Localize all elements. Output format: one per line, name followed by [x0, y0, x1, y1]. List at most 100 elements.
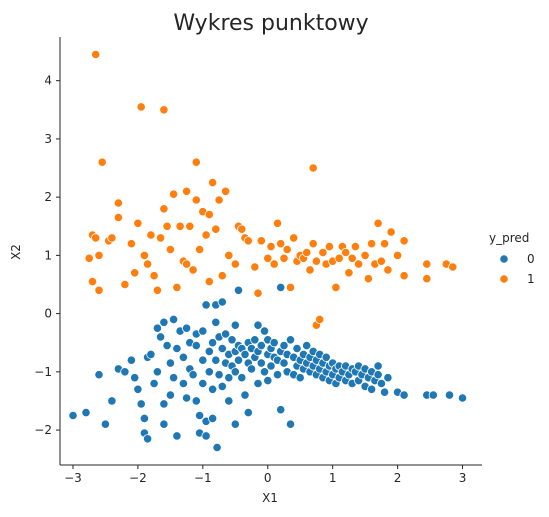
- data-point-0-94: [259, 326, 270, 336]
- data-point-0-45: [198, 378, 208, 389]
- data-point-0-39: [191, 340, 201, 351]
- data-point-1-54: [253, 288, 263, 298]
- data-point-1-26: [165, 244, 175, 255]
- data-point-0-50: [204, 367, 214, 377]
- data-point-0-116: [292, 343, 302, 354]
- data-point-1-71: [308, 163, 318, 173]
- data-point-0-6: [120, 367, 130, 377]
- data-point-1-93: [379, 239, 390, 249]
- data-point-1-59: [272, 218, 283, 228]
- axes: −3 −2 −1 0 1 2 3 −2 −1 0 1 2 3 4: [34, 37, 482, 485]
- data-point-0-106: [276, 282, 286, 292]
- data-point-0-57: [212, 442, 222, 453]
- data-point-1-91: [373, 218, 383, 228]
- x-tick-label: 3: [459, 471, 467, 485]
- x-tick-label: 1: [329, 471, 337, 485]
- data-point-0-9: [133, 384, 143, 394]
- data-point-1-98: [399, 236, 409, 246]
- data-point-0-44: [198, 355, 208, 365]
- data-point-1-75: [318, 247, 328, 258]
- data-point-1-68: [302, 247, 312, 258]
- data-point-1-13: [126, 239, 136, 249]
- data-point-1-57: [266, 242, 276, 252]
- data-point-0-79: [240, 349, 250, 359]
- x-tick-label: −1: [194, 471, 212, 485]
- data-point-0-7: [126, 355, 136, 365]
- data-point-0-108: [279, 340, 289, 351]
- data-point-0-51: [208, 338, 218, 348]
- data-point-1-70: [308, 239, 318, 249]
- data-point-0-87: [250, 335, 260, 345]
- data-point-0-32: [178, 378, 188, 389]
- data-point-0-168: [444, 390, 455, 400]
- data-point-1-82: [341, 247, 351, 258]
- data-point-0-10: [136, 399, 146, 409]
- data-point-0-107: [279, 358, 289, 368]
- data-point-1-9: [107, 233, 117, 243]
- data-point-1-58: [269, 259, 279, 269]
- data-point-0-60: [217, 343, 227, 354]
- data-point-0-70: [230, 320, 240, 330]
- data-point-1-84: [347, 253, 357, 263]
- data-point-1-89: [366, 239, 377, 249]
- data-point-1-94: [383, 265, 393, 275]
- data-point-0-37: [188, 370, 198, 380]
- data-point-1-53: [250, 262, 260, 272]
- data-point-1-69: [305, 265, 315, 275]
- data-point-0-4: [107, 396, 117, 406]
- data-point-0-20: [159, 419, 169, 429]
- data-point-1-83: [344, 268, 354, 278]
- data-point-0-111: [285, 419, 296, 429]
- data-point-0-83: [243, 407, 253, 418]
- data-point-0-53: [208, 413, 218, 423]
- data-point-0-161: [376, 378, 386, 389]
- data-point-0-48: [201, 300, 211, 310]
- data-point-1-35: [191, 195, 201, 205]
- data-point-1-6: [87, 276, 98, 287]
- data-point-1-14: [130, 268, 140, 278]
- data-point-1-29: [175, 221, 185, 231]
- data-point-1-62: [282, 244, 292, 255]
- data-point-0-18: [152, 323, 162, 333]
- data-point-1-15: [133, 218, 143, 228]
- legend-title: y_pred: [489, 231, 529, 245]
- data-point-0-40: [191, 396, 201, 406]
- data-point-1-44: [214, 195, 224, 205]
- data-point-1-4: [91, 233, 101, 243]
- data-point-1-92: [376, 256, 386, 266]
- data-point-0-22: [159, 317, 169, 327]
- data-point-0-85: [246, 364, 257, 374]
- data-point-0-75: [233, 355, 244, 365]
- data-point-0-33: [182, 323, 192, 333]
- data-point-0-67: [224, 396, 234, 406]
- data-point-1-28: [172, 282, 182, 292]
- x-tick-label: 2: [394, 471, 402, 485]
- data-point-0-134: [321, 352, 331, 362]
- data-point-1-56: [263, 253, 273, 263]
- data-point-1-21: [152, 285, 162, 295]
- data-point-1-34: [188, 265, 198, 275]
- data-point-0-80: [240, 390, 250, 400]
- data-point-1-61: [279, 253, 289, 263]
- data-point-0-96: [263, 375, 273, 386]
- data-point-0-68: [227, 335, 237, 345]
- data-point-0-159: [373, 370, 383, 380]
- data-point-0-34: [182, 393, 192, 403]
- y-tick-label: 1: [44, 248, 52, 262]
- data-point-1-63: [285, 282, 296, 292]
- data-point-0-92: [256, 358, 266, 368]
- x-axis-label: X1: [262, 491, 278, 505]
- data-point-1-33: [185, 221, 195, 231]
- data-point-1-40: [204, 276, 214, 287]
- data-point-1-45: [217, 271, 227, 281]
- data-point-0-62: [217, 297, 227, 307]
- legend: y_pred 0 1: [489, 231, 535, 286]
- data-point-1-42: [208, 178, 218, 188]
- data-point-0-167: [428, 390, 438, 400]
- data-point-0-41: [195, 410, 205, 421]
- y-axis-label: X2: [9, 244, 23, 260]
- x-tick-label: −2: [129, 471, 147, 485]
- data-point-0-91: [256, 340, 266, 351]
- data-point-0-99: [266, 361, 276, 371]
